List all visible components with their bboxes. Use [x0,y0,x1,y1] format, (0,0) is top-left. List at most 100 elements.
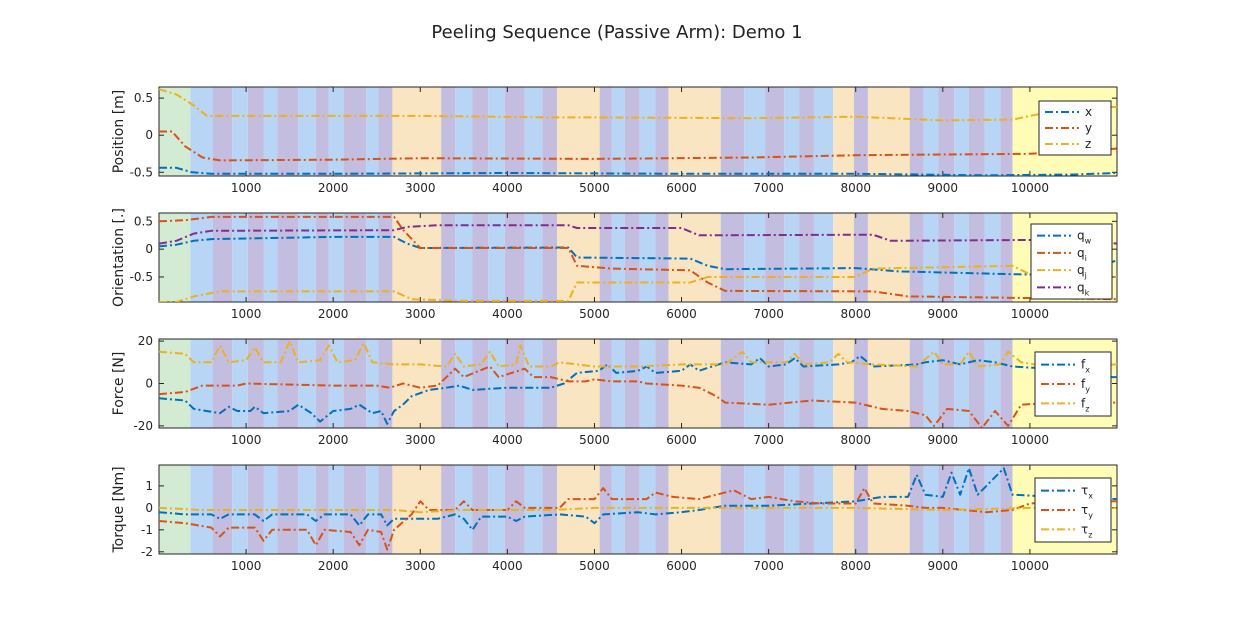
legend-label: fx [1081,358,1090,375]
phase-band [247,213,264,302]
y-tick-label: 0 [145,242,153,256]
phase-band [853,213,868,302]
x-tick-label: 6000 [666,559,697,573]
phase-band [954,87,969,176]
phase-band [392,87,442,176]
x-tick-label: 6000 [666,433,697,447]
phase-band [639,465,656,554]
phase-band [954,339,969,428]
phase-band [263,87,278,176]
phase-band [1000,87,1013,176]
y-tick-label: 0 [145,128,153,142]
x-tick-label: 9000 [928,433,959,447]
series-line-1 [159,235,1117,277]
phase-band [455,339,473,428]
phase-band [378,87,393,176]
phase-band [263,213,278,302]
chart-title: Peeling Sequence (Passive Arm): Demo 1 [431,22,802,43]
phase-band [472,213,489,302]
x-tick-label: 10000 [1011,181,1049,195]
phase-band [833,213,854,302]
phase-band [159,339,191,428]
phase-bands [159,339,1117,428]
phase-band [744,339,766,428]
phase-band [655,213,669,302]
phase-band [624,339,640,428]
series-line-1 [159,355,1117,425]
y-tick-label: 1 [145,479,153,493]
phase-band [813,87,834,176]
phase-band [378,339,393,428]
phase-band [190,339,213,428]
phase-band [799,339,814,428]
series-line-2 [159,365,1117,428]
phase-band [968,213,985,302]
phase-band [159,213,191,302]
phase-band [867,213,910,302]
phase-band [639,87,656,176]
phase-band [488,339,505,428]
y-axis-label: Force [N] [111,352,127,416]
x-tick-label: 10000 [1011,559,1049,573]
series-line-3 [159,340,1117,368]
x-tick-label: 10000 [1011,433,1049,447]
phase-band [867,339,910,428]
x-tick-label: 2000 [318,307,349,321]
legend-label: z [1085,137,1091,151]
phase-band [624,465,640,554]
legend: fx fy fz [1034,351,1112,417]
y-axis-label: Torque [Nm] [111,466,127,553]
phase-bands [159,87,1117,176]
phase-band [668,465,721,554]
phase-band [328,213,344,302]
x-tick-label: 3000 [405,433,436,447]
x-tick-label: 1000 [231,181,262,195]
phase-band [232,213,248,302]
phase-band [599,339,612,428]
phase-band [315,87,329,176]
x-tick-label: 5000 [579,307,610,321]
phase-band [813,213,834,302]
legend-label: qj [1077,263,1087,280]
axes-frame [158,464,1118,555]
phase-band [212,213,233,302]
phase-band [315,213,329,302]
phase-band [504,87,525,176]
phase-band [542,339,558,428]
x-tick-label: 9000 [928,181,959,195]
phase-band [668,87,721,176]
phase-band [277,213,299,302]
phase-band [954,213,969,302]
phase-band [799,465,814,554]
x-tick-label: 8000 [840,433,871,447]
phase-band [599,465,612,554]
phase-band [298,213,316,302]
phase-band [938,87,955,176]
x-tick-label: 5000 [579,559,610,573]
phase-band [455,213,473,302]
phase-band [853,87,868,176]
phase-band [263,465,278,554]
phase-band [720,339,745,428]
phase-band [765,213,785,302]
y-tick-label: -0.5 [130,270,153,284]
legend-label: y [1085,121,1092,135]
phase-band [328,339,344,428]
phase-band [212,465,233,554]
x-tick-label: 7000 [753,181,784,195]
phase-band [298,339,316,428]
phase-band [190,213,213,302]
subplot-2: 1000 2000 3000 4000 5000 6000 7000 8000 9000 1000… [111,208,1118,321]
x-tick-label: 10000 [1011,307,1049,321]
phase-band [277,339,299,428]
phase-band [557,87,600,176]
phase-band [611,339,625,428]
axes-frame [158,212,1118,303]
phase-band [833,339,854,428]
phase-band [784,465,800,554]
series-line-2 [159,215,1117,301]
y-tick-label: 20 [138,334,153,348]
phase-band [159,465,191,554]
phase-band [298,87,316,176]
